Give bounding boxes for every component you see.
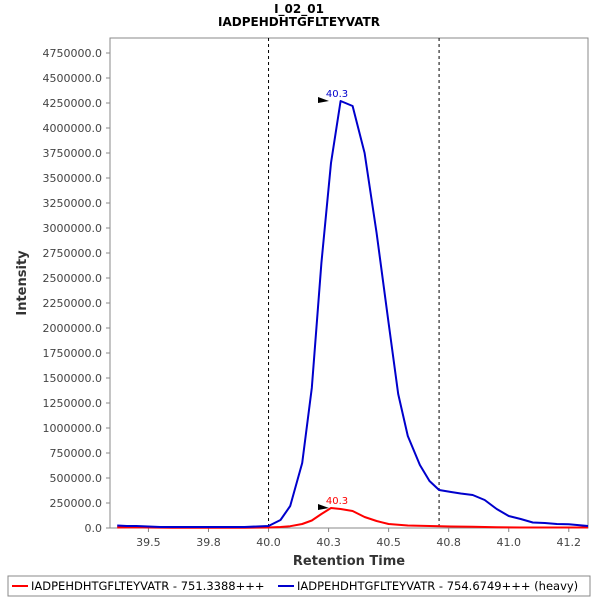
y-tick-label: 4500000.0: [43, 72, 103, 85]
y-tick-label: 0.0: [85, 522, 103, 535]
x-tick-label: 40.0: [256, 536, 281, 549]
y-tick-label: 1250000.0: [43, 397, 103, 410]
series-layer: 40.3 40.3: [117, 89, 589, 529]
y-tick-label: 500000.0: [50, 472, 103, 485]
y-tick-label: 3000000.0: [43, 222, 103, 235]
y-tick-label: 4750000.0: [43, 47, 103, 60]
x-tick-label: 40.5: [376, 536, 401, 549]
y-tick-label: 4000000.0: [43, 122, 103, 135]
x-tick-label: 40.3: [316, 536, 341, 549]
y-tick-label: 2500000.0: [43, 272, 103, 285]
x-tick-label: 39.5: [136, 536, 161, 549]
peak-label: 40.3: [326, 89, 348, 100]
y-tick-label: 1500000.0: [43, 372, 103, 385]
y-tick-label: 2250000.0: [43, 297, 103, 310]
y-axis: 0.0 250000.0 500000.0 750000.0 1000000.0 1250…: [43, 47, 110, 535]
plot-area: [109, 37, 589, 529]
y-tick-label: 2750000.0: [43, 247, 103, 260]
y-tick-label: 750000.0: [50, 447, 103, 460]
chart-subtitle: IADPEHDHTGFLTEYVATR: [218, 15, 380, 29]
legend-label-light: IADPEHDHTGFLTEYVATR - 751.3388+++: [31, 579, 265, 593]
legend-box: [7, 575, 591, 597]
series-line-heavy: [117, 100, 589, 528]
peak-label: 40.3: [326, 496, 348, 507]
y-tick-label: 250000.0: [50, 497, 103, 510]
y-tick-label: 1750000.0: [43, 347, 103, 360]
chart-title: I_02_01: [274, 2, 324, 17]
y-tick-label: 3500000.0: [43, 172, 103, 185]
y-tick-label: 2000000.0: [43, 322, 103, 335]
x-tick-label: 40.8: [436, 536, 461, 549]
legend-label-heavy: IADPEHDHTGFLTEYVATR - 754.6749+++ (heavy…: [297, 579, 578, 593]
x-tick-label: 41.2: [557, 536, 582, 549]
y-tick-label: 3750000.0: [43, 147, 103, 160]
y-tick-label: 3250000.0: [43, 197, 103, 210]
x-axis-title: Retention Time: [293, 554, 405, 569]
integration-boundaries: [268, 38, 440, 528]
peak-marker-arrow: [317, 504, 329, 510]
legend: IADPEHDHTGFLTEYVATR - 751.3388+++ IADPEH…: [7, 575, 591, 597]
peak-marker-arrow: [317, 97, 329, 103]
x-tick-label: 39.8: [196, 536, 221, 549]
y-tick-label: 4250000.0: [43, 97, 103, 110]
x-axis: 39.5 39.8 40.0 40.3 40.5 40.8 41.0 41.2: [136, 528, 581, 549]
y-axis-title: Intensity: [15, 250, 30, 316]
x-tick-label: 41.0: [496, 536, 521, 549]
y-tick-label: 1000000.0: [43, 422, 103, 435]
